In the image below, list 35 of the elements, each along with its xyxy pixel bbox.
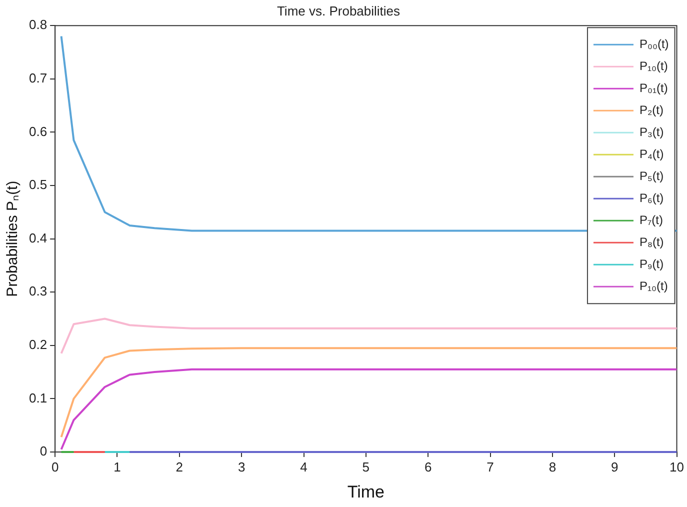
x-tick-label: 6 — [424, 459, 432, 474]
x-tick-label: 10 — [670, 459, 684, 474]
x-tick-label: 1 — [114, 459, 121, 474]
y-tick-label: 0.8 — [28, 17, 48, 32]
legend-label: P₁₀(t) — [639, 58, 668, 73]
y-tick-label: 0.1 — [28, 390, 48, 406]
legend-label: P₀₀(t) — [639, 36, 669, 51]
legend-label: P₄(t) — [639, 146, 664, 161]
x-tick-label: 7 — [486, 459, 494, 474]
legend-label: P₈(t) — [639, 234, 664, 249]
x-tick-label: 9 — [610, 459, 618, 474]
x-tick-label: 8 — [548, 459, 556, 474]
legend-label: P₇(t) — [639, 212, 663, 227]
y-tick-label: 0.4 — [28, 230, 48, 246]
legend-label: P₂(t) — [639, 102, 664, 117]
y-tick-label: 0.3 — [28, 284, 48, 299]
x-tick-label: 2 — [176, 459, 184, 474]
x-tick-label: 3 — [238, 459, 246, 474]
legend-label: P₅(t) — [639, 168, 664, 183]
x-axis-title: Time — [347, 482, 384, 502]
legend-label: P₀₁(t) — [639, 80, 668, 95]
legend-label: P₁₀(t) — [639, 278, 668, 293]
x-tick-label: 0 — [51, 459, 59, 474]
legend-label: P₆(t) — [639, 190, 664, 205]
legend-label: P₉(t) — [639, 256, 664, 271]
y-tick-label: 0.6 — [28, 124, 48, 139]
y-axis-title: Probabilities Pₙ(t) — [4, 180, 22, 297]
chart-title: Time vs. Probabilities — [276, 3, 401, 18]
y-tick-label: 0.7 — [28, 70, 48, 86]
y-tick-label: 0.2 — [28, 336, 48, 352]
x-tick-label: 5 — [362, 459, 370, 474]
y-tick-label: 0 — [40, 444, 48, 459]
y-tick-label: 0.5 — [28, 177, 48, 192]
legend-label: P₃(t) — [639, 124, 664, 139]
x-tick-label: 4 — [300, 459, 308, 474]
